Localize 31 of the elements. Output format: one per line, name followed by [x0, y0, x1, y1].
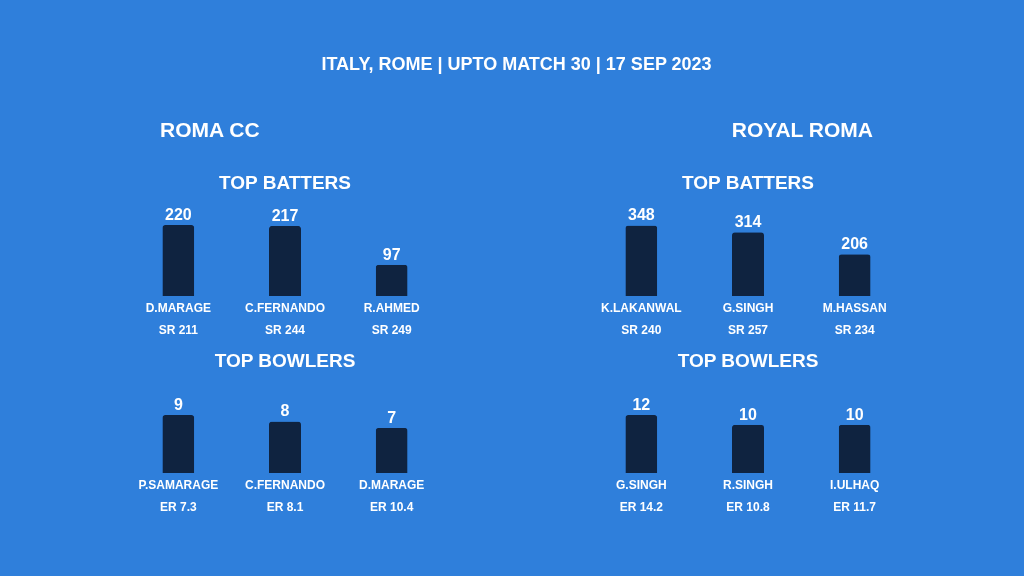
x-tick-label: M.HASSAN SR 234 [822, 300, 887, 337]
x-tick-label: D.MARAGE ER 10.4 [358, 477, 425, 514]
chart-subtitle: ROYAL ROMA [731, 118, 873, 141]
x-tick-label: R.SINGH ER 10.8 [722, 477, 774, 514]
chart-title: TOP BATTERS [219, 172, 351, 193]
data-label: 97 [382, 245, 401, 263]
x-tick-label: I.ULHAQ ER 11.7 [829, 477, 880, 514]
data-label: 10 [845, 405, 864, 423]
x-tick-label: C.FERNANDO SR 244 [245, 300, 325, 337]
chart-title: TOP BOWLERS [677, 350, 819, 371]
data-label: 9 [173, 396, 183, 413]
chart-title: TOP BATTERS [682, 172, 814, 194]
x-tick-label: P.SAMARAGE ER 7.3 [138, 477, 219, 514]
data-label: 10 [739, 405, 757, 423]
x-tick-label: G.SINGH ER 14.2 [616, 477, 667, 514]
x-tick-label: C.FERNANDO ER 8.1 [245, 477, 325, 514]
x-tick-label: G.SINGH SR 257 [722, 300, 774, 337]
x-tick-label: K.LAKANWAL SR 240 [601, 300, 682, 337]
data-label: 12 [632, 396, 651, 413]
data-label: 217 [271, 206, 299, 224]
data-label: 314 [734, 213, 762, 231]
data-label: 8 [280, 402, 290, 420]
data-label: 206 [841, 235, 869, 253]
chart-subtitle: ROMA CC [160, 118, 260, 141]
data-label: 220 [164, 206, 192, 223]
chart-title: TOP BOWLERS [214, 350, 356, 371]
data-label: 348 [627, 206, 655, 224]
text: ITALY, ROME | UPTO MATCH 30 | 17 SEP 2023 [321, 54, 712, 74]
x-tick-label: D.MARAGE SR 211 [145, 300, 212, 337]
x-tick-label: R.AHMED SR 249 [363, 300, 420, 337]
data-label: 7 [387, 408, 397, 426]
